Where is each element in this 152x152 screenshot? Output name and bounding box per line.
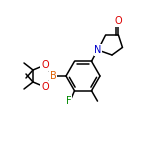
- Text: O: O: [41, 60, 49, 70]
- Text: B: B: [50, 71, 56, 81]
- Text: O: O: [115, 16, 122, 26]
- Text: N: N: [94, 45, 102, 55]
- Text: O: O: [41, 82, 49, 92]
- Text: F: F: [66, 96, 71, 106]
